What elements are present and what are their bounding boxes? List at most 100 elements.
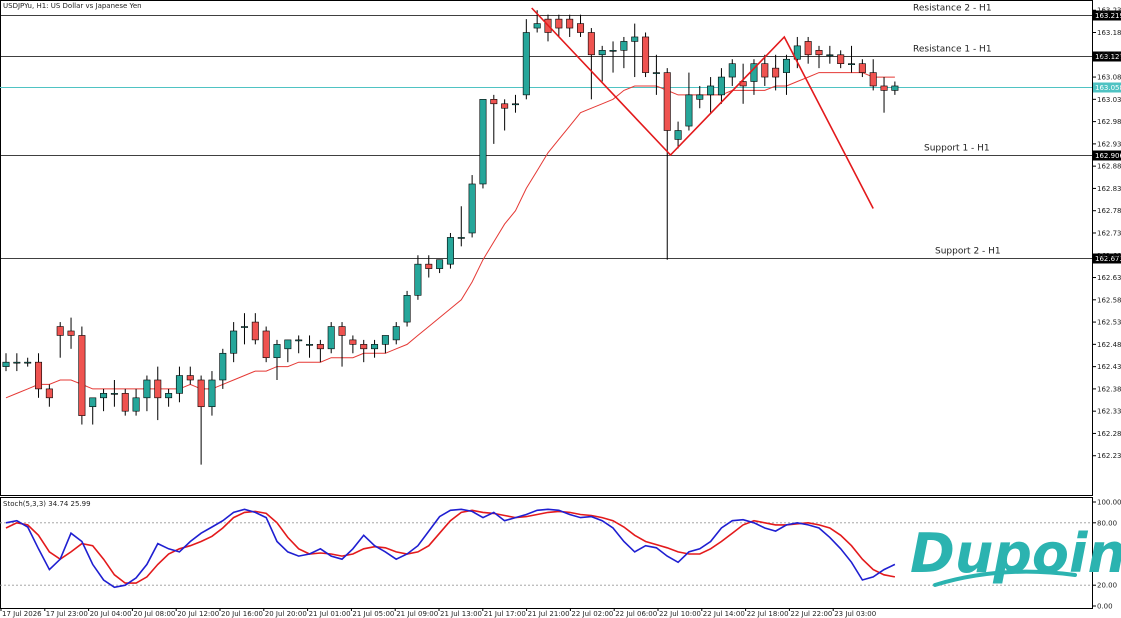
candle xyxy=(251,313,259,345)
time-tick-label: 20 Jul 20:00 xyxy=(265,610,307,618)
candle-body-bull xyxy=(306,344,314,346)
candle xyxy=(446,232,454,269)
candle-body-bull xyxy=(284,339,292,350)
candle-body-bull xyxy=(728,63,736,78)
candle xyxy=(826,45,834,64)
price-tick-label: 162.280 xyxy=(1097,430,1121,438)
candle-body-bull xyxy=(89,397,97,408)
stoch-label: Stoch(5,3,3) 34.74 25.99 xyxy=(3,500,91,508)
candle-body-bull xyxy=(533,23,541,29)
level-price-tag-text: 162.673 xyxy=(1095,255,1121,263)
stoch-tick-label: 20.00 xyxy=(1097,582,1117,590)
price-tick-label: 162.780 xyxy=(1097,207,1121,215)
price-tick-label: 162.880 xyxy=(1097,163,1121,171)
candle-body-bull xyxy=(295,339,303,342)
candle xyxy=(175,366,183,403)
candle-body-bear xyxy=(858,63,866,73)
candle xyxy=(880,77,888,113)
candle xyxy=(35,353,43,398)
candle-body-bear xyxy=(67,330,75,336)
candle-body-bull xyxy=(479,99,487,185)
price-tick-label: 163.080 xyxy=(1097,74,1121,82)
candle-body-bull xyxy=(457,237,465,239)
price-tick-label: 162.930 xyxy=(1097,140,1121,148)
level-price-tag xyxy=(1093,253,1121,264)
candle xyxy=(772,54,780,91)
time-tick-label: 23 Jul 03:00 xyxy=(834,610,876,618)
candle xyxy=(425,255,433,278)
price-tick-label: 162.430 xyxy=(1097,363,1121,371)
time-tick-label: 20 Jul 04:00 xyxy=(90,610,132,618)
candle xyxy=(674,121,682,149)
candle-body-bull xyxy=(13,361,21,364)
candle xyxy=(858,59,866,78)
time-tick-label: 21 Jul 13:00 xyxy=(440,610,482,618)
price-tick-label: 163.130 xyxy=(1097,51,1121,59)
candle xyxy=(566,14,574,37)
stoch-tick-label: 100.00 xyxy=(1097,499,1121,507)
price-tick-label: 162.230 xyxy=(1097,452,1121,460)
main-pane-border xyxy=(0,0,1093,496)
candle-body-bear xyxy=(425,263,433,269)
time-tick-label: 22 Jul 10:00 xyxy=(659,610,701,618)
level-label: Resistance 2 - H1 xyxy=(913,4,992,14)
candle-body-bull xyxy=(685,94,693,127)
level-price-tag-text: 163.127 xyxy=(1095,53,1121,61)
candle-body-bear xyxy=(316,344,324,350)
candle-body-bull xyxy=(381,335,389,345)
candle-body-bull xyxy=(609,50,617,52)
time-tick-label: 22 Jul 14:00 xyxy=(703,610,745,618)
candle-body-bull xyxy=(165,393,173,399)
time-axis: 17 Jul 2026 17 Jul 23:00 20 Jul 04:00 20 Ju… xyxy=(0,608,876,618)
candle xyxy=(338,322,346,367)
candle-body-bull xyxy=(230,330,238,354)
candle-body-bear xyxy=(663,72,671,131)
svg-text:Dupoin: Dupoin xyxy=(910,522,1121,585)
candle-body-bear xyxy=(360,344,368,350)
level-price-tag-text: 163.219 xyxy=(1095,12,1121,20)
candle-body-bull xyxy=(403,295,411,323)
stoch-tick-label: 0.00 xyxy=(1097,603,1113,611)
chart-title: USDJPYu, H1: US Dollar vs Japanese Yen xyxy=(3,2,142,10)
dupoin-logo: Dupoin xyxy=(910,522,1121,587)
candle xyxy=(598,45,606,82)
level-label: Support 2 - H1 xyxy=(935,247,1001,257)
candle xyxy=(262,326,270,363)
candle xyxy=(490,94,498,144)
candle xyxy=(468,175,476,238)
price-tick-label: 162.680 xyxy=(1097,252,1121,260)
candle-body-bull xyxy=(522,32,530,96)
time-tick-label: 17 Jul 23:00 xyxy=(46,610,88,618)
price-tick-label: 163.180 xyxy=(1097,29,1121,37)
candle-body-bear xyxy=(186,375,194,381)
candle-body-bull xyxy=(175,375,183,394)
time-tick-label: 21 Jul 21:00 xyxy=(528,610,570,618)
candle-body-bull xyxy=(652,72,660,74)
candle-body-bull xyxy=(620,41,628,51)
time-tick-label: 21 Jul 01:00 xyxy=(309,610,351,618)
time-tick-label: 20 Jul 12:00 xyxy=(177,610,219,618)
candle xyxy=(273,339,281,380)
candle xyxy=(186,366,194,385)
price-tick-label: 162.530 xyxy=(1097,319,1121,327)
candle-body-bull xyxy=(143,379,151,399)
candle-body-bear xyxy=(251,321,259,341)
candle-body-bear xyxy=(566,18,574,29)
candle xyxy=(891,81,899,95)
time-tick-label: 21 Jul 05:00 xyxy=(352,610,394,618)
candle xyxy=(403,290,411,327)
candle-body-bear xyxy=(121,393,129,412)
candle xyxy=(782,54,790,95)
stoch-pane-border xyxy=(0,497,1093,609)
candle-body-bull xyxy=(674,130,682,140)
candle-body-bear xyxy=(869,72,877,87)
candle xyxy=(577,14,585,37)
time-tick-label: 22 Jul 18:00 xyxy=(747,610,789,618)
candle xyxy=(804,36,812,64)
candle xyxy=(154,366,162,421)
candle xyxy=(620,36,628,69)
candle xyxy=(707,77,715,113)
candle-body-bull xyxy=(826,54,834,57)
candle xyxy=(284,339,292,363)
